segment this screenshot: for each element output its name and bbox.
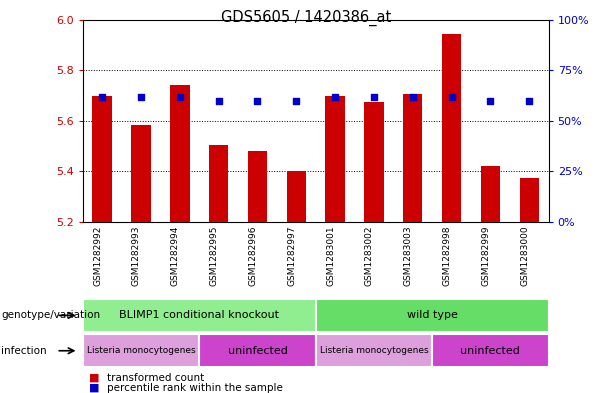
Point: [175, 94, 185, 100]
Text: uninfected: uninfected: [460, 346, 520, 356]
Bar: [93, 95, 112, 222]
Bar: [131, 125, 151, 222]
Point: [253, 97, 262, 104]
Bar: [83, 299, 316, 332]
Text: GSM1283003: GSM1283003: [404, 226, 413, 286]
Text: GSM1282992: GSM1282992: [93, 226, 102, 286]
Bar: [316, 299, 549, 332]
Text: percentile rank within the sample: percentile rank within the sample: [107, 383, 283, 393]
Point: [369, 94, 379, 100]
Bar: [403, 94, 422, 222]
Point: [214, 97, 224, 104]
Text: Listeria monocytogenes: Listeria monocytogenes: [86, 346, 196, 355]
Text: GSM1282998: GSM1282998: [443, 226, 452, 286]
Bar: [316, 334, 432, 367]
Bar: [170, 85, 189, 222]
Text: ■: ■: [89, 383, 99, 393]
Bar: [199, 334, 316, 367]
Point: [485, 97, 495, 104]
Text: wild type: wild type: [407, 310, 457, 320]
Point: [291, 97, 301, 104]
Bar: [432, 334, 549, 367]
Text: GSM1282994: GSM1282994: [171, 226, 180, 286]
Point: [408, 94, 417, 100]
Bar: [248, 151, 267, 222]
Text: BLIMP1 conditional knockout: BLIMP1 conditional knockout: [119, 310, 280, 320]
Bar: [209, 145, 228, 222]
Bar: [442, 33, 462, 222]
Text: genotype/variation: genotype/variation: [1, 310, 101, 320]
Point: [97, 94, 107, 100]
Bar: [83, 334, 199, 367]
Text: transformed count: transformed count: [107, 373, 205, 383]
Text: GSM1282995: GSM1282995: [210, 226, 219, 286]
Text: GSM1282997: GSM1282997: [287, 226, 296, 286]
Point: [447, 94, 457, 100]
Bar: [364, 102, 384, 222]
Point: [330, 94, 340, 100]
Text: GSM1283001: GSM1283001: [326, 226, 335, 286]
Text: GDS5605 / 1420386_at: GDS5605 / 1420386_at: [221, 10, 392, 26]
Text: uninfected: uninfected: [227, 346, 287, 356]
Text: GSM1283002: GSM1283002: [365, 226, 374, 286]
Point: [524, 97, 534, 104]
Bar: [519, 178, 539, 222]
Text: ■: ■: [89, 373, 99, 383]
Bar: [481, 166, 500, 222]
Text: GSM1282999: GSM1282999: [481, 226, 490, 286]
Point: [136, 94, 146, 100]
Text: GSM1282993: GSM1282993: [132, 226, 141, 286]
Text: infection: infection: [1, 346, 47, 356]
Text: GSM1282996: GSM1282996: [248, 226, 257, 286]
Bar: [326, 95, 345, 222]
Bar: [287, 171, 306, 222]
Text: GSM1283000: GSM1283000: [520, 226, 529, 286]
Text: Listeria monocytogenes: Listeria monocytogenes: [319, 346, 428, 355]
